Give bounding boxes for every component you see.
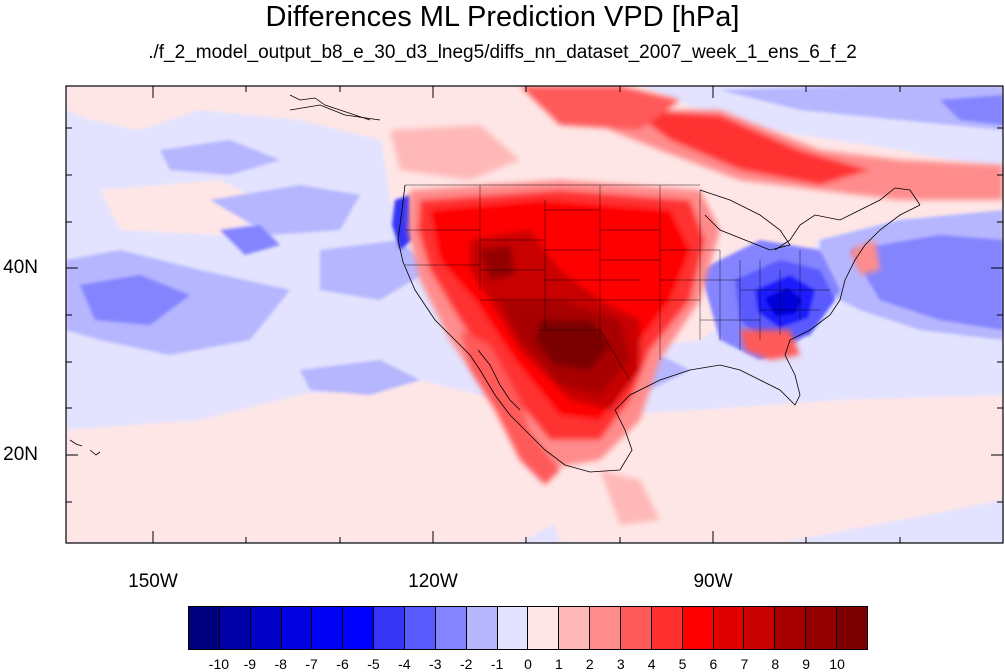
islands [69,439,101,456]
colorbar-label: -10 [208,656,230,672]
colorbar-swatch-2 [250,607,282,649]
lon-label-90w: 90W [693,571,733,592]
colorbar-swatch-10 [497,607,529,649]
colorbar-label: 9 [802,656,811,672]
colorbar [188,606,868,650]
colorbar-swatch-15 [651,607,683,649]
lon-ticks [152,86,901,543]
state-borders [405,184,830,381]
colorbar-label: -1 [490,656,504,672]
colorbar-label: -9 [243,656,257,672]
colorbar-label: -4 [398,656,411,672]
colorbar-label: 7 [740,656,749,672]
colorbar-swatch-20 [806,607,838,649]
lon-label-120w: 120W [408,571,458,592]
colorbar-label: -3 [429,656,442,672]
colorbar-swatch-13 [590,607,622,649]
colorbar-swatch-3 [281,607,313,649]
colorbar-label: 8 [771,656,780,672]
colorbar-label: -6 [336,656,349,672]
colorbar-swatch-12 [559,607,591,649]
colorbar-swatch-21 [837,607,867,649]
colorbar-label: -5 [367,656,380,672]
colorbar-label: -2 [459,656,473,672]
vpd-difference-map [65,85,1004,544]
colorbar-swatch-11 [528,607,560,649]
lat-label-20n: 20N [3,444,38,465]
colorbar-swatch-7 [405,607,436,649]
alaska-coast [289,94,371,121]
colorbar-label: 4 [647,656,656,672]
colorbar-swatch-0 [189,607,220,649]
colorbar-label: -8 [274,656,287,672]
colorbar-label: 10 [829,656,845,672]
lon-label-150w: 150W [128,571,178,592]
colorbar-label: 1 [555,656,563,672]
lat-label-40n: 40N [3,257,38,278]
colorbar-swatch-6 [374,607,406,649]
colorbar-swatch-1 [219,607,251,649]
colorbar-swatch-9 [466,607,498,649]
colorbar-swatch-8 [435,607,467,649]
colorbar-label: -7 [305,656,318,672]
colorbar-label: 6 [709,656,718,672]
red-zones [390,86,1003,525]
colorbar-swatch-5 [343,607,375,649]
coastlines [289,104,921,473]
colorbar-swatch-4 [312,607,344,649]
lat-ticks [66,127,1003,503]
colorbar-swatch-16 [682,607,714,649]
colorbar-label: 2 [585,656,594,672]
colorbar-label: 3 [616,656,625,672]
colorbar-label: 0 [524,656,532,672]
colorbar-label: 5 [678,656,687,672]
colorbar-swatch-19 [775,607,807,649]
colorbar-swatch-14 [621,607,652,649]
colorbar-swatch-17 [713,607,745,649]
colorbar-swatch-18 [744,607,776,649]
map-subtitle: ./f_2_model_output_b8_e_30_d3_lneg5/diff… [148,42,857,63]
map-title: Differences ML Prediction VPD [hPa] [265,1,740,33]
